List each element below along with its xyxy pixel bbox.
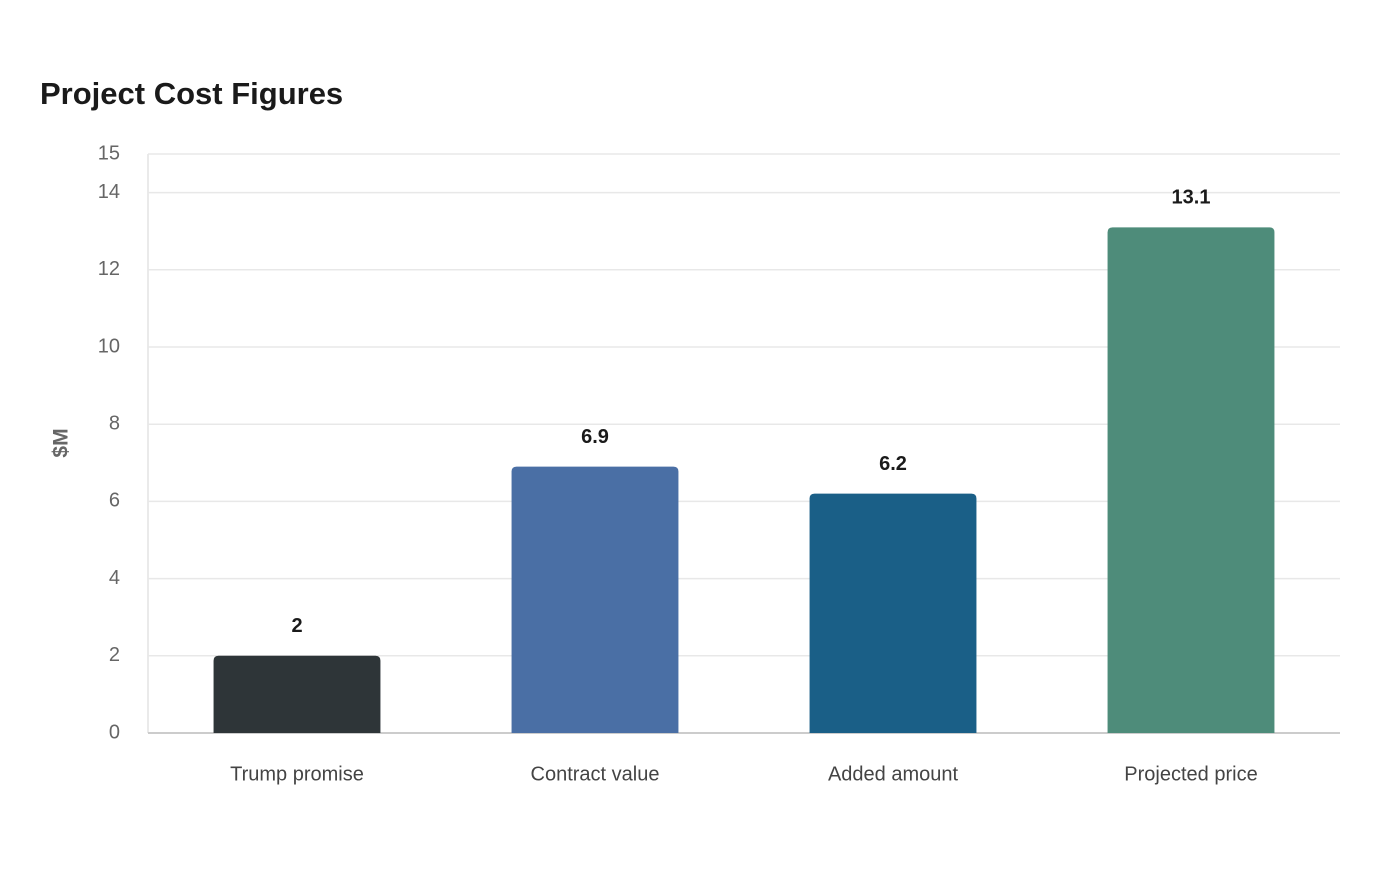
y-tick-label: 10 [98,335,120,357]
x-tick-label: Contract value [531,763,660,785]
value-label: 13.1 [1172,187,1211,209]
x-tick-label: Added amount [828,763,959,785]
y-tick-label: 4 [109,567,120,589]
bar [213,655,381,733]
y-tick-label: 14 [98,181,120,203]
value-label: 2 [291,615,302,637]
y-tick-label: 0 [109,721,120,743]
y-tick-label: 15 [98,142,120,164]
chart-title: Project Cost Figures [40,76,343,111]
value-label: 6.9 [581,426,609,448]
y-axis-label: $M [50,428,73,457]
bar [1107,227,1275,733]
y-tick-label: 12 [98,258,120,280]
bar [511,466,679,733]
y-tick-label: 2 [109,644,120,666]
value-label: 6.2 [879,453,907,475]
bar [809,493,977,733]
x-tick-label: Trump promise [230,763,364,785]
y-tick-label: 6 [109,490,120,512]
x-tick-label: Projected price [1124,763,1257,785]
y-tick-label: 8 [109,412,120,434]
